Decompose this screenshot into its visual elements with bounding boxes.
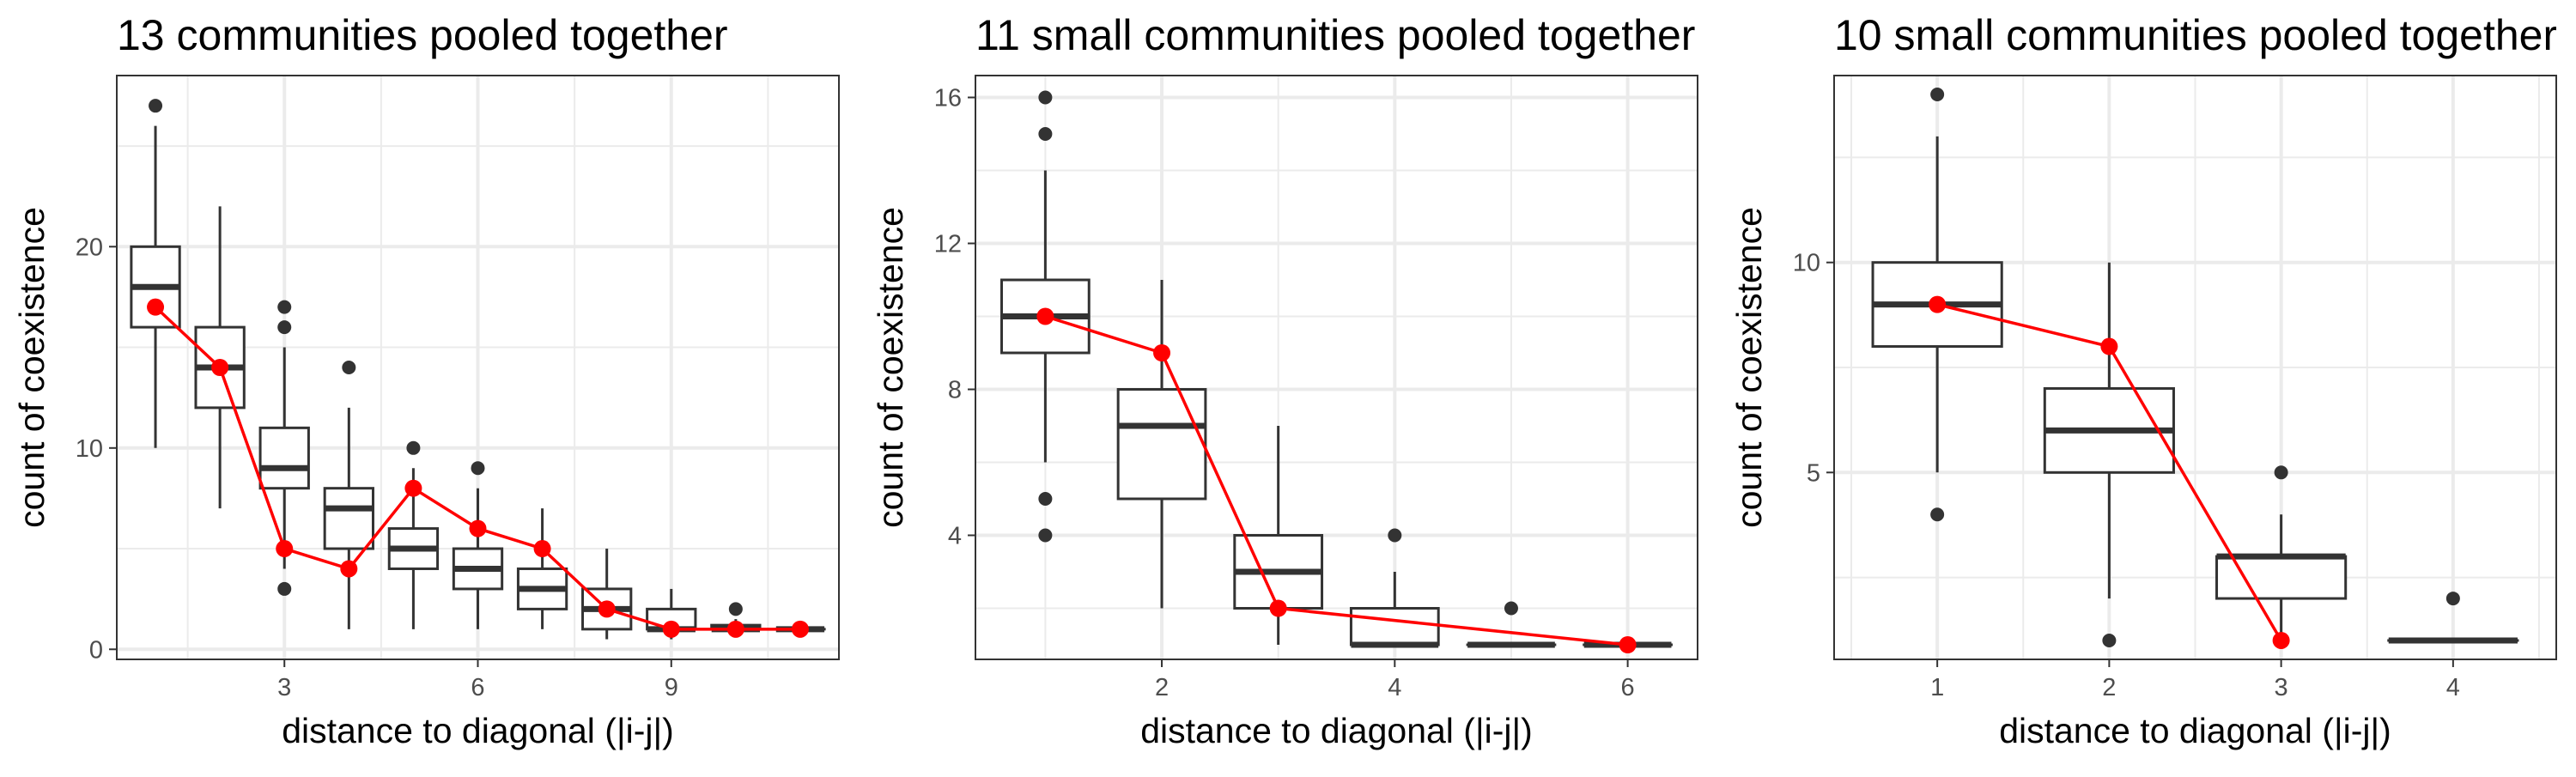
- observed-point: [276, 540, 293, 557]
- chart-title: 11 small communities pooled together: [975, 11, 1695, 59]
- observed-point: [1153, 344, 1170, 361]
- chart-title: 13 communities pooled together: [117, 11, 728, 59]
- outlier-point: [1038, 529, 1052, 543]
- observed-point: [727, 621, 744, 638]
- x-tick-label: 9: [665, 674, 678, 701]
- observed-point: [1619, 636, 1637, 653]
- y-tick-label: 0: [89, 636, 103, 664]
- observed-point: [404, 480, 422, 497]
- observed-point: [1929, 296, 1946, 313]
- outlier-point: [2275, 465, 2288, 479]
- y-tick-label: 10: [1793, 250, 1820, 277]
- outlier-point: [277, 320, 291, 334]
- outlier-point: [1038, 127, 1052, 141]
- x-axis-title: distance to diagonal (|i-j|): [1140, 711, 1533, 750]
- x-tick-label: 6: [1621, 674, 1635, 701]
- plot-background: [975, 76, 1698, 659]
- outlier-point: [1930, 507, 1944, 521]
- y-axis-title: count of coexistence: [871, 207, 910, 528]
- outlier-point: [2102, 634, 2116, 647]
- outlier-point: [149, 99, 162, 112]
- observed-point: [2273, 632, 2290, 649]
- outlier-point: [1930, 88, 1944, 101]
- y-tick-label: 4: [948, 523, 962, 550]
- y-axis-title: count of coexistence: [1729, 207, 1769, 528]
- x-axis-title: distance to diagonal (|i-j|): [1999, 711, 2391, 750]
- box-iqr: [325, 489, 373, 549]
- x-tick-label: 3: [277, 674, 291, 701]
- outlier-point: [729, 602, 743, 616]
- x-tick-label: 2: [1155, 674, 1169, 701]
- observed-point: [340, 560, 357, 577]
- chart-panel-2: 2 4 6 4 8 12 16 distance to diagonal (|i-j|) cou…: [871, 11, 1698, 750]
- outlier-point: [1504, 602, 1518, 616]
- outlier-point: [1388, 529, 1401, 543]
- outlier-point: [1038, 91, 1052, 105]
- y-tick-label: 10: [76, 435, 103, 463]
- chart-title: 10 small communities pooled together: [1834, 11, 2557, 59]
- outlier-point: [1038, 492, 1052, 506]
- x-tick-label: 4: [1388, 674, 1401, 701]
- box-iqr: [1351, 609, 1438, 646]
- x-tick-label: 2: [2102, 674, 2116, 701]
- y-tick-label: 12: [934, 231, 962, 258]
- outlier-point: [406, 441, 420, 455]
- x-axis-title: distance to diagonal (|i-j|): [282, 711, 674, 750]
- observed-point: [211, 359, 228, 376]
- y-axis-title: count of coexistence: [12, 207, 52, 528]
- chart-panel-1: 3 6 9 0 10 20 distance to diagonal (|i-j|) coun…: [12, 11, 839, 750]
- outlier-point: [342, 361, 355, 374]
- y-tick-label: 16: [934, 85, 962, 112]
- observed-point: [663, 621, 680, 638]
- box-iqr: [260, 428, 308, 488]
- observed-point: [470, 520, 487, 537]
- chart-panel-3: 1 2 3 4 5 10 distance to diagonal (|i-j|) count…: [1729, 11, 2557, 750]
- observed-point: [534, 540, 551, 557]
- y-tick-label: 8: [948, 377, 962, 404]
- box-iqr: [1118, 390, 1206, 500]
- observed-point: [1036, 308, 1054, 325]
- x-tick-label: 6: [471, 674, 484, 701]
- observed-point: [2100, 338, 2117, 355]
- outlier-point: [2446, 592, 2460, 605]
- observed-point: [792, 621, 809, 638]
- x-tick-label: 1: [1930, 674, 1944, 701]
- outlier-point: [471, 461, 485, 475]
- y-tick-label: 20: [76, 234, 103, 261]
- y-tick-label: 5: [1807, 459, 1820, 487]
- observed-point: [1270, 600, 1287, 617]
- x-tick-label: 4: [2446, 674, 2460, 701]
- x-tick-label: 3: [2275, 674, 2288, 701]
- observed-point: [147, 299, 164, 316]
- outlier-point: [277, 300, 291, 314]
- outlier-point: [277, 582, 291, 596]
- observed-point: [598, 600, 616, 617]
